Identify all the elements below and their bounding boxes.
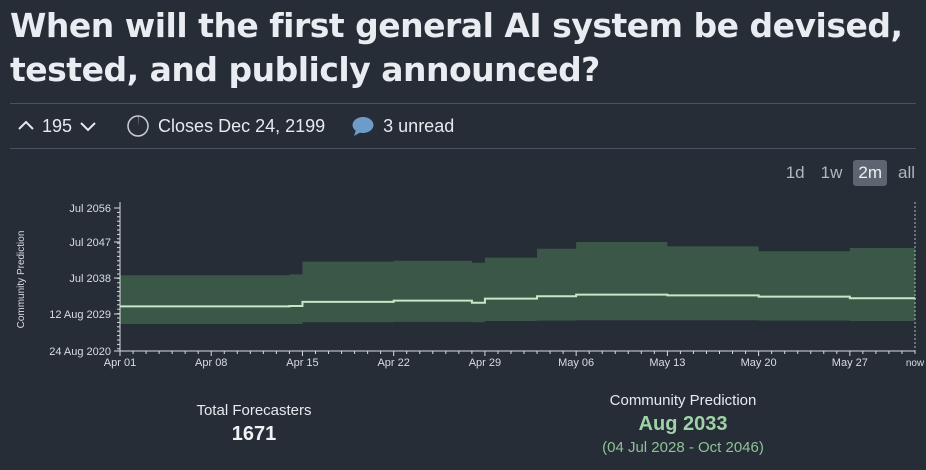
question-stats-bar: 195 Closes Dec 24, 2199 3 unread: [16, 112, 454, 140]
vote-count: 195: [42, 115, 73, 136]
close-date-text: Closes Dec 24, 2199: [158, 115, 326, 136]
median-prediction-line: [120, 293, 916, 308]
question-title: When will the first general AI system be…: [10, 6, 903, 89]
y-axis-label: Community Prediction: [16, 231, 27, 329]
x-tick-label: Apr 01: [104, 357, 136, 369]
comment-bubble-icon: [352, 117, 374, 136]
forecasters-label: Total Forecasters: [196, 402, 312, 419]
y-tick-label: Jul 2038: [69, 273, 111, 285]
x-tick-label: Apr 15: [286, 357, 318, 369]
prediction-range: (04 Jul 2028 - Oct 2046): [602, 439, 764, 456]
filter-2m[interactable]: 2m: [853, 160, 887, 186]
y-tick-label: 24 Aug 2020: [49, 346, 111, 358]
total-forecasters: Total Forecasters 1671: [154, 402, 354, 446]
clock-progress-icon: [127, 115, 149, 137]
filter-all[interactable]: all: [897, 163, 915, 182]
comments-link[interactable]: 3 unread: [351, 115, 454, 137]
prediction-value: Aug 2033: [638, 413, 728, 435]
x-tick-label: May 20: [741, 357, 777, 369]
stats-divider: [10, 148, 916, 149]
x-tick-label: Apr 22: [377, 357, 409, 369]
filter-1d[interactable]: 1d: [785, 163, 805, 182]
community-prediction-summary: Community Prediction Aug 2033 (04 Jul 20…: [543, 392, 823, 456]
y-tick-label: Jul 2047: [69, 237, 111, 249]
filter-1w[interactable]: 1w: [820, 163, 843, 182]
close-date: Closes Dec 24, 2199: [126, 114, 325, 138]
downvote-chevron-down-icon[interactable]: [78, 116, 98, 136]
unread-comments-count: 3 unread: [383, 115, 455, 136]
forecasters-value: 1671: [231, 423, 277, 445]
prediction-chart[interactable]: Apr 01 Apr 08 Apr 15 Apr 22 Apr 29 May 06 May …: [0, 196, 926, 376]
x-tick-label: Apr 29: [469, 357, 501, 369]
time-range-filter: 1d 1w 2m all: [781, 160, 920, 186]
prediction-interval-band: [120, 242, 915, 324]
y-tick-label: 12 Aug 2029: [49, 309, 111, 321]
x-tick-label: May 06: [558, 357, 594, 369]
prediction-label: Community Prediction: [609, 392, 757, 409]
x-tick-label: now: [906, 358, 925, 369]
x-tick-label: Apr 08: [195, 357, 227, 369]
vote-control: 195: [16, 116, 98, 137]
title-divider: [10, 103, 916, 104]
upvote-chevron-up-icon[interactable]: [16, 116, 36, 136]
x-tick-label: May 13: [649, 357, 685, 369]
x-tick-label: May 27: [832, 357, 868, 369]
y-tick-label: Jul 2056: [69, 203, 111, 215]
